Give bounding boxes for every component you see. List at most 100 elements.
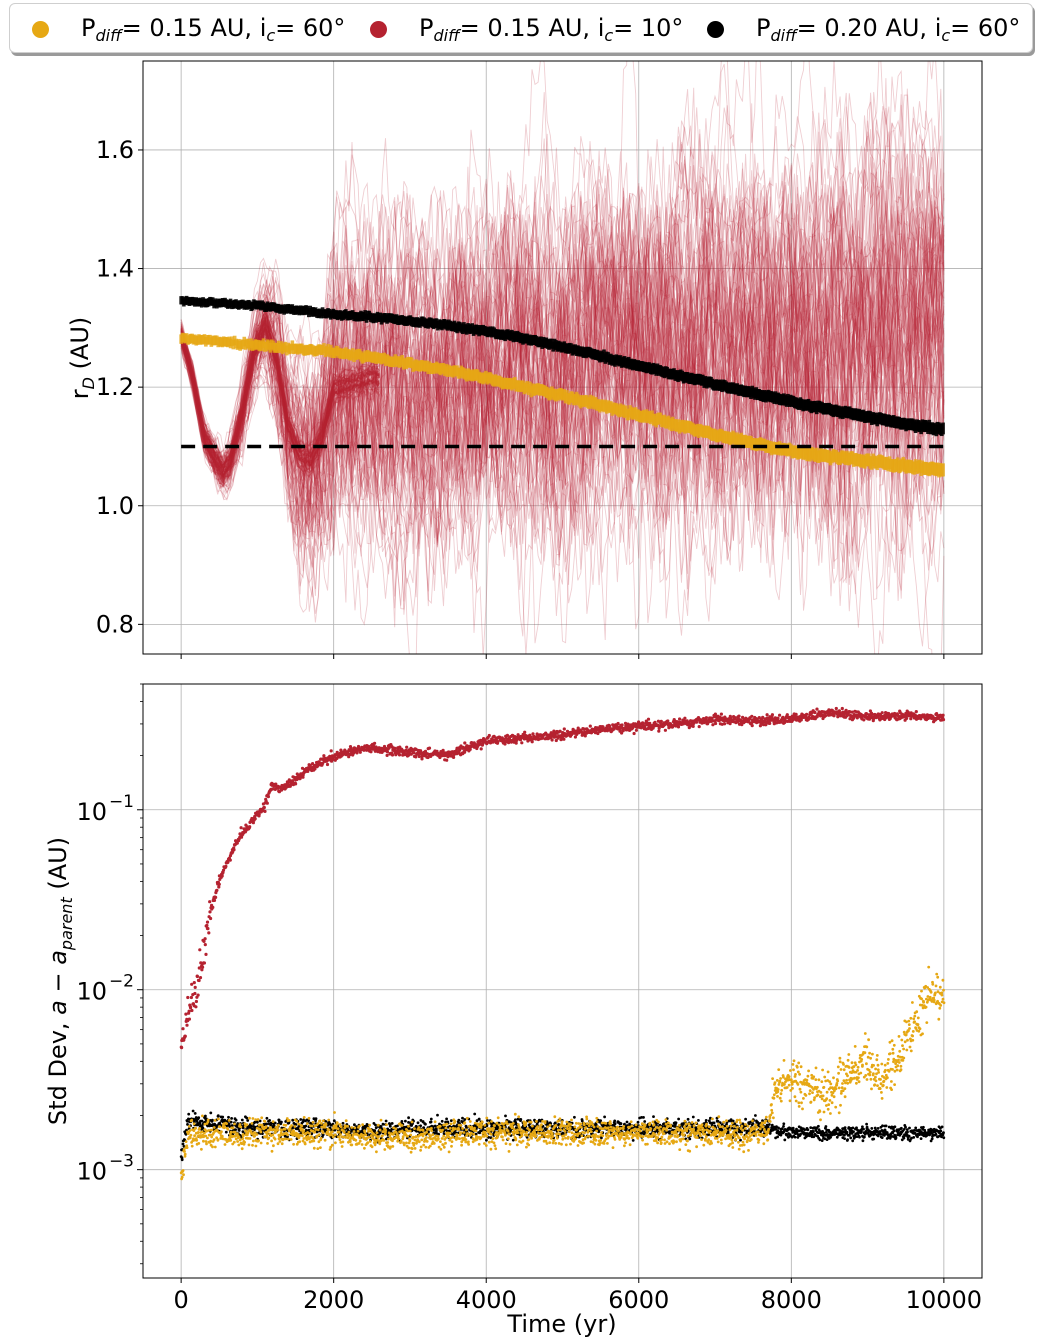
bottom-yellow-point	[513, 1112, 517, 1116]
bottom-black-point	[847, 1134, 851, 1137]
bottom-black-point	[892, 1129, 896, 1133]
bottom-black-point	[580, 1119, 584, 1123]
bottom-yellow-point	[204, 1140, 208, 1143]
bottom-yellow-point	[580, 1125, 583, 1129]
bottom-yellow-point	[264, 1125, 268, 1128]
bottom-black-point	[674, 1121, 678, 1125]
bottom-yellow-point	[554, 1124, 558, 1127]
bottom-yellow-point	[521, 1139, 525, 1143]
top-red-trajectory	[180, 131, 945, 568]
bottom-yellow-point	[409, 1150, 413, 1154]
bottom-black-point	[677, 1117, 680, 1121]
bottom-yellow-point	[442, 1145, 446, 1149]
legend-label-yellow: Pdiff= 0.15 AU, ic= 60°	[81, 13, 346, 45]
top-red-core-trajectory	[180, 324, 380, 477]
bottom-yellow-point	[391, 1145, 395, 1148]
bottom-yellow-point	[323, 1125, 327, 1129]
bottom-yellow-point	[302, 1129, 306, 1133]
bottom-black-point	[509, 1129, 512, 1133]
bottom-black-point	[597, 1130, 601, 1134]
bottom-yellow-point	[511, 1125, 514, 1129]
bottom-yellow-point	[292, 1142, 295, 1146]
bottom-yellow-point	[444, 1136, 448, 1139]
bottom-black-point	[227, 1115, 230, 1119]
bottom-black-point	[776, 1135, 779, 1139]
top-y-tick-label-1: 1.0	[96, 492, 134, 520]
bottom-yellow-point	[658, 1131, 661, 1135]
bottom-yellow-point	[672, 1140, 676, 1144]
bottom-yellow-point	[465, 1128, 468, 1132]
bottom-black-point	[463, 1118, 467, 1121]
bottom-yellow-point	[387, 1137, 390, 1141]
bottom-black-point	[234, 1128, 238, 1131]
bottom-yellow-point	[659, 1125, 662, 1129]
bottom-yellow-point	[338, 1135, 341, 1139]
bottom-yellow-point	[461, 1127, 464, 1130]
bottom-yellow-point	[699, 1134, 702, 1137]
bottom-yellow-point	[353, 1126, 357, 1130]
bottom-black-point	[322, 1128, 326, 1131]
bottom-yellow-point	[767, 1127, 771, 1131]
bottom-yellow-point	[286, 1133, 289, 1137]
bottom-yellow-point	[811, 1091, 814, 1094]
bottom-black-point	[824, 1125, 828, 1128]
bottom-yellow-point	[512, 1133, 516, 1136]
bottom-yellow-point	[797, 1101, 801, 1105]
bottom-yellow-point	[624, 1141, 627, 1145]
bottom-yellow-point	[822, 1085, 826, 1089]
bottom-yellow-point	[386, 1141, 390, 1144]
bottom-yellow-point	[210, 1135, 214, 1139]
bottom-black-point	[904, 1125, 907, 1129]
bottom-yellow-point	[464, 1138, 468, 1141]
bottom-yellow-point	[431, 1133, 435, 1137]
bottom-yellow-point	[746, 1139, 749, 1142]
top-red-core-trajectory	[180, 310, 380, 460]
top-y-tick-label-0: 0.8	[96, 610, 134, 638]
top-red-trajectory	[180, 172, 945, 616]
bottom-yellow-point	[692, 1128, 695, 1131]
bottom-yellow-point	[776, 1088, 780, 1091]
bottom-yellow-point	[663, 1138, 666, 1142]
top-red-trajectory	[180, 154, 945, 644]
bottom-yellow-point	[185, 1146, 189, 1149]
bottom-yellow-point	[553, 1115, 557, 1119]
bottom-black-point	[919, 1137, 923, 1140]
bottom-yellow-point	[323, 1138, 327, 1142]
bottom-black-point	[195, 1119, 199, 1123]
bottom-yellow-point	[259, 1141, 263, 1145]
bottom-yellow-point	[407, 1146, 411, 1150]
bottom-black-point	[642, 1116, 645, 1119]
bottom-yellow-point	[715, 1137, 719, 1140]
bottom-yellow-point	[472, 1132, 476, 1136]
bottom-yellow-point	[512, 1128, 516, 1131]
bottom-black-point	[916, 1135, 919, 1139]
bottom-black-point	[900, 1126, 903, 1130]
bottom-yellow-point	[722, 1120, 726, 1124]
top-gridlines	[143, 61, 982, 654]
top-red-core-trajectory	[180, 329, 380, 484]
bottom-yellow-point	[211, 1145, 214, 1149]
bottom-yellow-point	[795, 1065, 799, 1069]
bottom-yellow-point	[183, 1150, 186, 1153]
bottom-yellow-point	[719, 1138, 723, 1142]
bottom-yellow-point	[444, 1141, 447, 1145]
bottom-yellow-point	[590, 1121, 594, 1124]
bottom-yellow-point	[335, 1122, 339, 1125]
bottom-yellow-point	[298, 1140, 302, 1143]
bottom-yellow-point	[546, 1125, 549, 1129]
bottom-yellow-point	[508, 1142, 512, 1146]
bottom-black-point	[474, 1132, 478, 1136]
bottom-black-point	[779, 1133, 783, 1137]
bottom-yellow-point	[625, 1134, 629, 1138]
bottom-yellow-point	[582, 1141, 585, 1145]
bottom-yellow-point	[495, 1121, 499, 1125]
bottom-yellow-point	[807, 1069, 810, 1073]
bottom-black-point	[437, 1132, 440, 1136]
bottom-yellow-point	[741, 1140, 745, 1144]
bottom-yellow-point	[337, 1130, 341, 1134]
bottom-yellow-point	[739, 1132, 743, 1136]
bottom-yellow-point	[703, 1132, 707, 1136]
bottom-black-point	[726, 1130, 730, 1134]
bottom-yellow-point	[707, 1138, 711, 1141]
bottom-yellow-point	[485, 1134, 489, 1138]
